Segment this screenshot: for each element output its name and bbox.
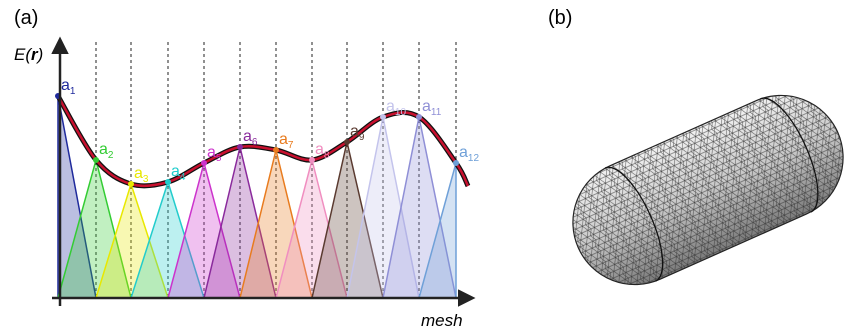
- y-axis-label: E(r): [14, 45, 43, 64]
- node-subscript: 9: [359, 132, 365, 143]
- node-symbol: a: [279, 131, 288, 148]
- node-subscript: 8: [324, 150, 330, 161]
- node-symbol: a: [171, 163, 180, 180]
- capsule-mesh: [553, 76, 863, 305]
- y-label-part: ): [36, 45, 44, 64]
- node-symbol: a: [134, 165, 143, 182]
- node-symbol: a: [207, 144, 216, 161]
- panel-label: (a): [14, 7, 38, 29]
- node-symbol: a: [459, 144, 468, 161]
- node-symbol: a: [315, 141, 324, 158]
- node-symbol: a: [99, 141, 108, 158]
- node-symbol: a: [350, 123, 359, 140]
- panel-label: (b): [548, 7, 572, 29]
- node-subscript: 7: [288, 140, 294, 151]
- node-label: a3: [134, 165, 149, 185]
- node-symbol: a: [61, 77, 70, 94]
- node-subscript: 6: [252, 137, 258, 148]
- node-symbol: a: [422, 98, 431, 115]
- node-subscript: 3: [143, 174, 149, 185]
- energy-curve: [58, 96, 468, 186]
- node-subscript: 4: [180, 172, 186, 183]
- node-label: a2: [99, 141, 114, 161]
- x-axis-label: mesh: [421, 311, 463, 330]
- node-subscript: 10: [395, 107, 407, 118]
- node-subscript: 11: [431, 107, 442, 118]
- node-label: a12: [459, 144, 479, 164]
- node-subscript: 1: [70, 86, 76, 97]
- node-label: a11: [422, 98, 442, 118]
- node-label: a7: [279, 131, 294, 151]
- node-subscript: 5: [216, 153, 222, 164]
- energy-curve-outline: [58, 96, 468, 186]
- node-subscript: 12: [468, 153, 480, 164]
- node-subscript: 2: [108, 150, 114, 161]
- node-label: a1: [61, 77, 76, 97]
- node-symbol: a: [243, 128, 252, 145]
- figure: (a) (b) a1a2a3a4a5a6a7a8a9a10a11a12 E(r)…: [0, 0, 866, 331]
- node-symbol: a: [386, 98, 395, 115]
